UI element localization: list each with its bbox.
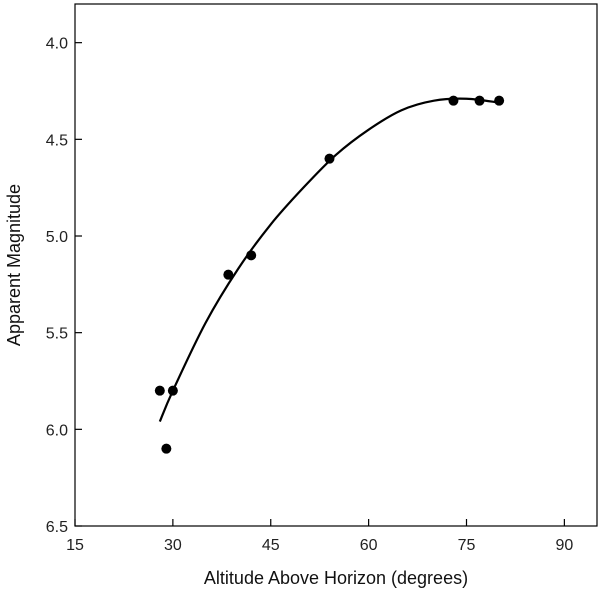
data-point: [474, 95, 485, 106]
data-point: [324, 153, 335, 164]
y-tick-label: 6.0: [46, 422, 68, 439]
plot-frame: [74, 3, 598, 527]
fit-curve: [158, 97, 500, 423]
y-tick-label: 4.0: [46, 36, 68, 53]
x-axis-title: Altitude Above Horizon (degrees): [204, 568, 468, 588]
data-point: [246, 250, 257, 261]
y-tick-label: 5.5: [46, 326, 68, 343]
x-axis-ticks: 15 30 45 60 75 90: [66, 519, 573, 554]
x-tick-label: 15: [66, 537, 84, 554]
data-point: [448, 95, 459, 106]
x-tick-label: 90: [555, 537, 573, 554]
x-tick-label: 60: [360, 537, 378, 554]
x-tick-label: 30: [164, 537, 182, 554]
data-point: [223, 269, 234, 280]
y-axis-title: Apparent Magnitude: [4, 184, 24, 346]
data-point: [154, 385, 165, 396]
data-point: [167, 385, 178, 396]
data-point: [161, 443, 172, 454]
x-tick-label: 45: [262, 537, 280, 554]
data-points: [154, 95, 505, 454]
data-point: [494, 95, 505, 106]
x-tick-label: 75: [458, 537, 476, 554]
y-tick-label: 5.0: [46, 229, 68, 246]
y-tick-label: 4.5: [46, 132, 68, 149]
y-axis-ticks: 4.0 4.5 5.0 5.5 6.0 6.5: [46, 36, 82, 536]
y-tick-label: 6.5: [46, 519, 68, 536]
